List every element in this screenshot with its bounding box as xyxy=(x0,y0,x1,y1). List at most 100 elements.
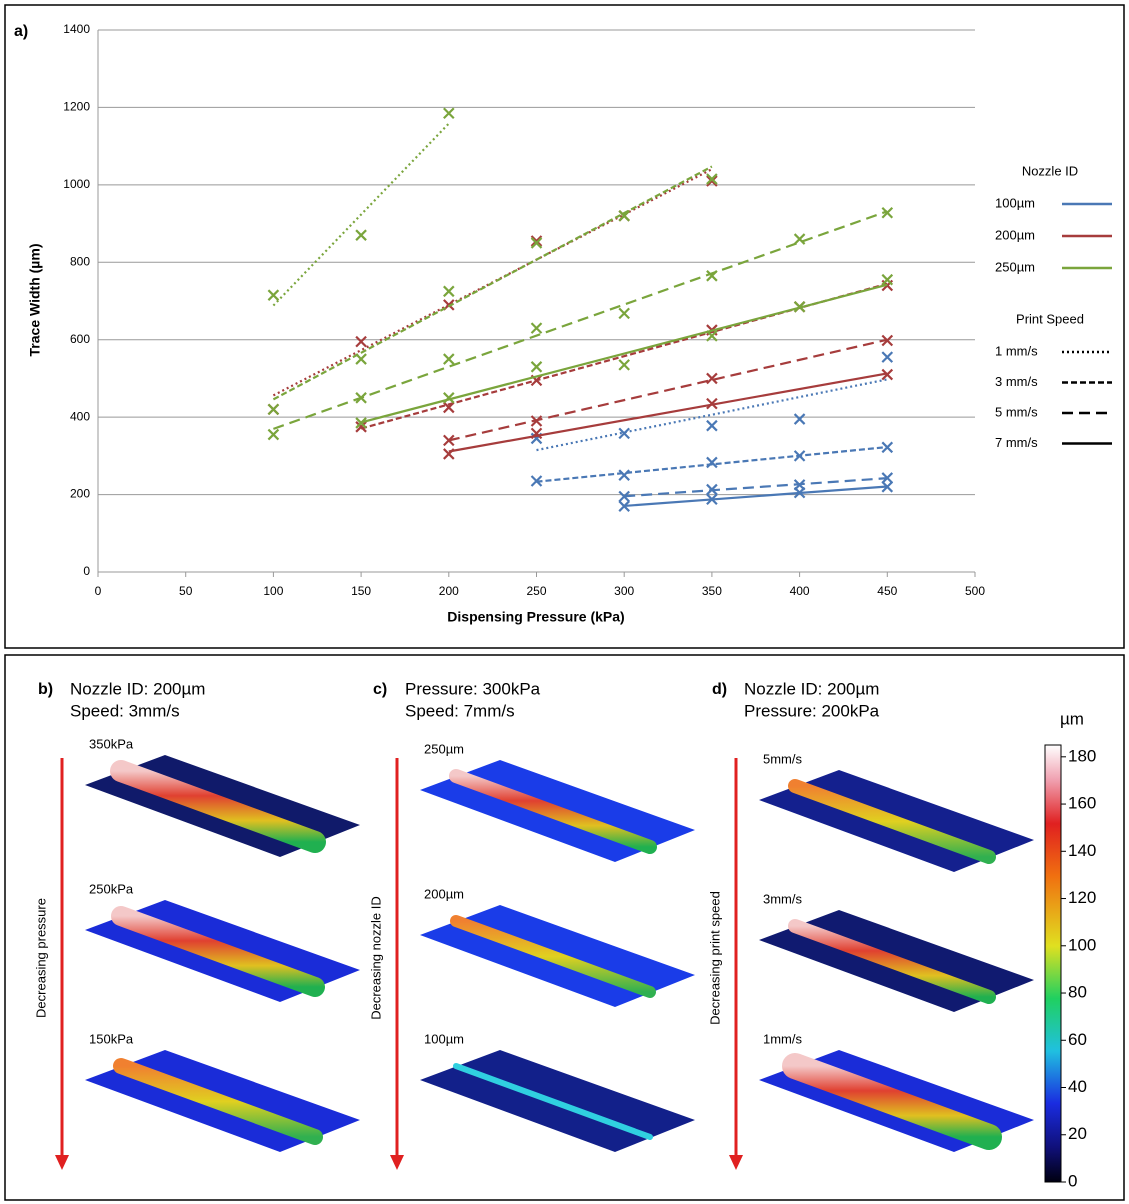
marker xyxy=(793,486,806,499)
x-tick-label: 200 xyxy=(439,584,459,598)
marker xyxy=(793,450,806,462)
x-tick-label: 0 xyxy=(95,584,102,598)
x-tick-label: 250 xyxy=(526,584,546,598)
legend-label: 7 mm/s xyxy=(995,435,1038,450)
x-axis-label: Dispensing Pressure (kPa) xyxy=(447,609,624,625)
surface-ridge xyxy=(788,779,996,864)
marker xyxy=(267,428,280,441)
panel-caption: Speed: 7mm/s xyxy=(405,701,515,720)
marker xyxy=(530,361,543,373)
x-tick-label: 100 xyxy=(263,584,283,598)
colorbar-tick-label: 180 xyxy=(1068,746,1096,765)
marker xyxy=(530,475,543,487)
x-tick-label: 350 xyxy=(702,584,722,598)
panel-caption: Nozzle ID: 200µm xyxy=(744,679,879,698)
marker xyxy=(443,392,455,404)
marker xyxy=(706,456,718,469)
data-point xyxy=(530,415,543,427)
surface-label: 3mm/s xyxy=(763,891,803,906)
data-point xyxy=(443,434,455,447)
panel-caption: Pressure: 200kPa xyxy=(744,701,880,720)
colorbar-tick-label: 140 xyxy=(1068,841,1096,860)
marker xyxy=(443,107,455,120)
marker xyxy=(443,434,455,447)
data-point xyxy=(881,368,894,381)
marker xyxy=(618,210,630,222)
surface-label: 100µm xyxy=(424,1031,464,1046)
surface-ridge xyxy=(111,906,325,997)
trend-line xyxy=(273,210,888,430)
surface-ridge xyxy=(782,1053,1002,1150)
data-point xyxy=(443,401,455,414)
colorbar-tick-label: 80 xyxy=(1068,983,1087,1002)
surface-label: 1mm/s xyxy=(763,1031,803,1046)
marker xyxy=(443,401,455,414)
data-point xyxy=(443,353,455,365)
marker xyxy=(618,500,630,512)
marker xyxy=(706,372,718,385)
data-point xyxy=(706,456,718,469)
data-point xyxy=(793,450,806,462)
marker xyxy=(881,351,894,363)
data-point xyxy=(706,330,718,342)
x-tick-label: 500 xyxy=(965,584,985,598)
surface-ridge xyxy=(453,1063,653,1140)
y-tick-label: 1000 xyxy=(63,177,90,191)
marker xyxy=(530,235,543,247)
data-point xyxy=(618,469,630,481)
data-point xyxy=(793,233,806,245)
data-point xyxy=(355,229,367,241)
x-tick-label: 450 xyxy=(877,584,897,598)
panel-label: b) xyxy=(38,681,53,698)
panel-caption: Pressure: 300kPa xyxy=(405,679,541,698)
arrow-label: Decreasing pressure xyxy=(33,898,48,1018)
marker xyxy=(355,353,367,365)
marker xyxy=(267,289,280,301)
data-point xyxy=(618,359,630,371)
trend-line xyxy=(624,477,888,498)
colorbar-tick-label: 40 xyxy=(1068,1077,1087,1096)
arrow-label: Decreasing print speed xyxy=(707,891,722,1025)
trend-line xyxy=(448,338,888,442)
marker xyxy=(618,427,630,440)
marker xyxy=(267,403,280,416)
marker xyxy=(530,237,543,249)
data-point xyxy=(881,334,894,347)
marker xyxy=(793,301,806,313)
data-point xyxy=(443,448,455,460)
marker xyxy=(355,417,367,429)
data-point xyxy=(267,289,280,301)
marker xyxy=(355,392,367,404)
surface-label: 5mm/s xyxy=(763,751,803,766)
legend-label: 1 mm/s xyxy=(995,343,1038,358)
data-point xyxy=(530,235,543,247)
marker xyxy=(706,419,718,432)
legend-title: Print Speed xyxy=(1016,311,1084,326)
marker xyxy=(530,427,543,440)
marker xyxy=(881,481,894,493)
surface-label: 200µm xyxy=(424,886,464,901)
colorbar-tick-label: 0 xyxy=(1068,1171,1077,1190)
surface-ridge xyxy=(113,1058,323,1145)
y-axis-label: Trace Width (µm) xyxy=(27,244,43,357)
panel-caption: Speed: 3mm/s xyxy=(70,701,180,720)
marker xyxy=(530,322,543,334)
legend-label: 5 mm/s xyxy=(995,404,1038,419)
data-point xyxy=(881,481,894,493)
legend-title: Nozzle ID xyxy=(1022,163,1078,178)
surface-label: 250µm xyxy=(424,741,464,756)
data-point xyxy=(881,273,894,286)
x-tick-label: 400 xyxy=(790,584,810,598)
panel-frame xyxy=(4,654,1125,1201)
data-point xyxy=(793,301,806,313)
surface-ridge xyxy=(449,769,657,854)
data-point xyxy=(706,419,718,432)
data-point xyxy=(706,173,718,185)
y-tick-label: 1400 xyxy=(63,22,90,36)
legend-label: 100µm xyxy=(995,195,1035,210)
marker xyxy=(443,353,455,365)
data-point xyxy=(618,210,630,222)
marker xyxy=(618,307,630,320)
